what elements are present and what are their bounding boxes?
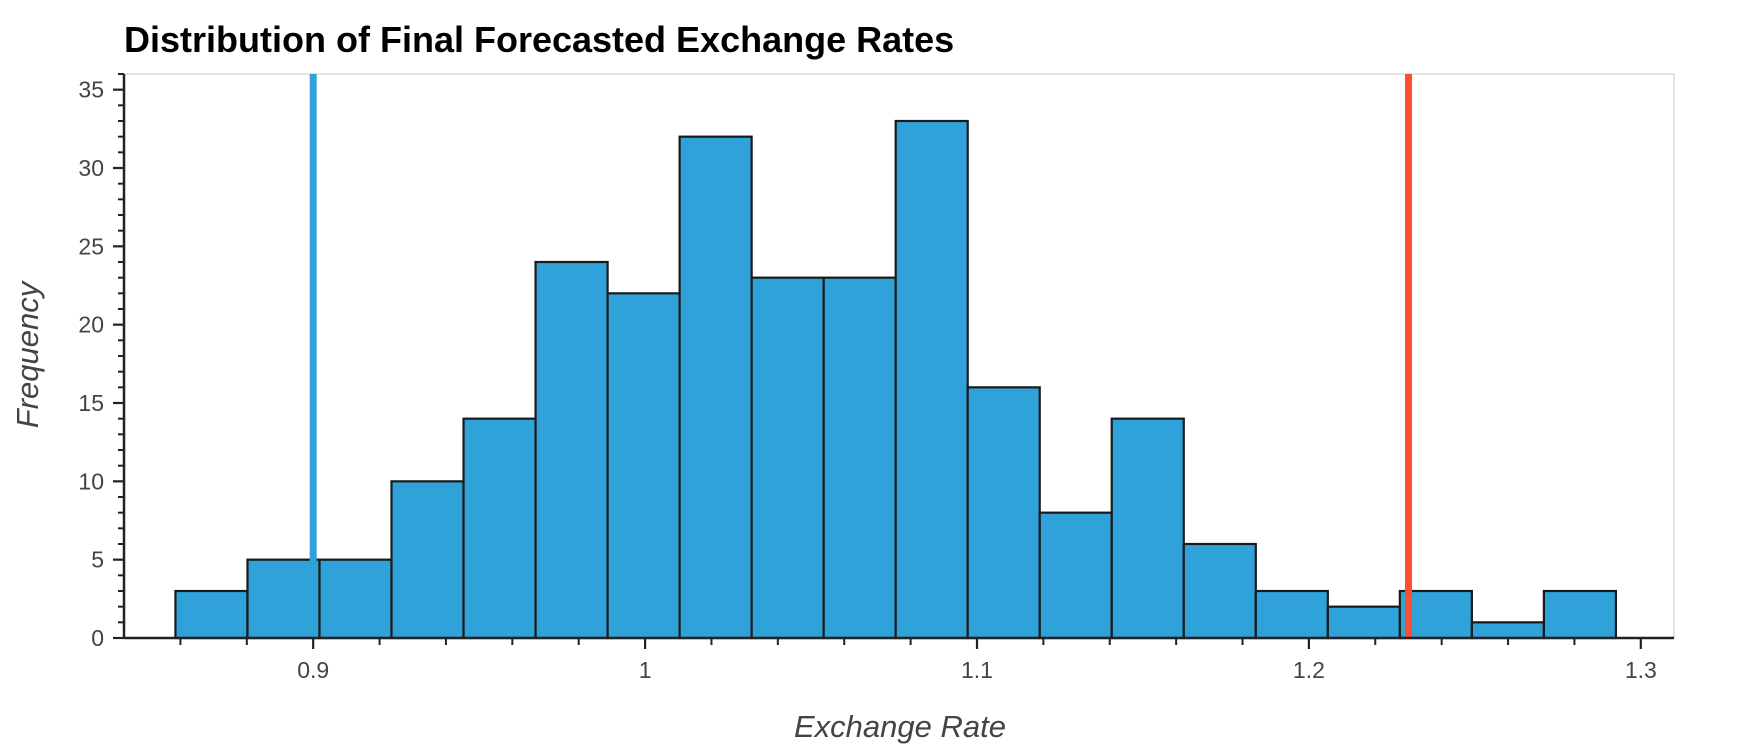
y-tick-label: 5 <box>91 547 104 573</box>
reference-lines-layer <box>309 74 1412 638</box>
histogram-bar <box>894 119 969 640</box>
x-tick-label: 1.1 <box>961 657 993 683</box>
histogram-bar <box>1110 417 1185 640</box>
histogram-bar <box>966 386 1041 640</box>
bars-layer <box>174 119 1618 640</box>
histogram-bar <box>534 260 609 640</box>
chart-title: Distribution of Final Forecasted Exchang… <box>124 19 954 60</box>
x-tick-label: 1.3 <box>1625 657 1657 683</box>
histogram-bar <box>246 558 321 640</box>
y-tick-label: 30 <box>78 155 104 181</box>
histogram-bar <box>1038 511 1113 640</box>
x-axis: 0.9 1 1.1 1.2 1.3 <box>124 636 1674 683</box>
x-tick-label: 1.2 <box>1293 657 1325 683</box>
histogram-bar <box>174 589 249 640</box>
x-axis-label: Exchange Rate <box>794 709 1006 744</box>
histogram-bar <box>678 135 753 640</box>
histogram-bar <box>1182 542 1257 640</box>
histogram-bar <box>750 276 825 640</box>
histogram-bar <box>462 417 537 640</box>
y-axis-label: Frequency <box>10 279 45 428</box>
histogram-bar <box>390 480 465 640</box>
histogram-bar <box>318 558 393 640</box>
y-tick-label: 20 <box>78 312 104 338</box>
histogram-bar <box>1470 621 1545 640</box>
y-tick-label: 35 <box>78 77 104 103</box>
histogram-bar <box>1326 605 1401 640</box>
histogram-bar <box>1254 589 1329 640</box>
y-tick-label: 10 <box>78 468 104 494</box>
y-axis: 0 5 10 15 20 25 30 35 <box>78 73 126 651</box>
histogram-bar <box>822 276 897 640</box>
x-tick-label: 0.9 <box>297 657 329 683</box>
histogram-bar <box>606 292 681 640</box>
histogram-bar <box>1542 589 1618 640</box>
x-tick-label: 1 <box>639 657 652 683</box>
y-tick-label: 15 <box>78 390 104 416</box>
y-tick-label: 25 <box>78 233 104 259</box>
y-tick-label: 0 <box>91 625 104 651</box>
